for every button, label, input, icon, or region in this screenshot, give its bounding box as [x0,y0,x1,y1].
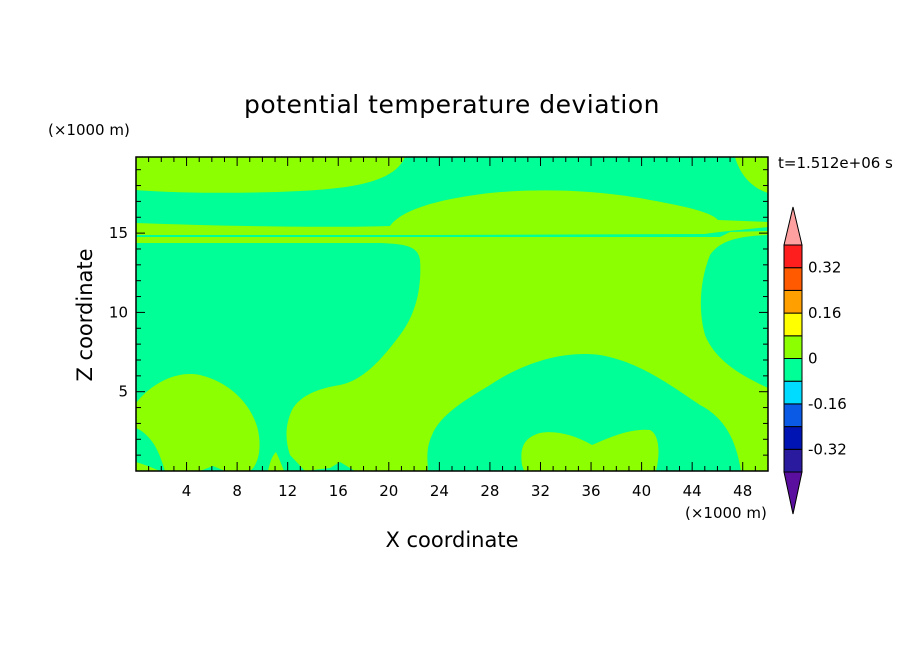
colorbar-label: 0 [808,350,818,368]
colorbar-under-arrow [783,471,803,515]
x-tick-label: 16 [329,482,348,500]
y-tick-label: 10 [109,303,128,321]
colorbar-segment [783,335,803,359]
field-region-positive [136,190,768,235]
field-region-positive [136,231,768,471]
colorbar-segment [783,267,803,291]
x-tick-label: 20 [379,482,398,500]
x-tick-label: 36 [581,482,600,500]
y-unit-label: (×1000 m) [48,121,130,139]
field-region-positive [136,374,260,471]
y-tick-label: 15 [109,224,128,242]
colorbar-segment [783,312,803,337]
field-region-positive [268,452,284,471]
colorbar-segment [783,358,803,382]
contour-field [136,157,768,471]
y-tick-label: 5 [118,383,128,401]
colorbar: -0.32 -0.16 0 0.16 0.32 [783,206,847,515]
x-axis-title: X coordinate [385,528,518,552]
field-region-positive [735,157,768,193]
x-tick-label: 44 [683,482,702,500]
field-region-positive [521,429,659,471]
x-tick-label: 4 [182,482,192,500]
colorbar-label: 0.16 [808,304,841,322]
colorbar-label: -0.32 [808,440,847,458]
x-tick-label: 40 [632,482,651,500]
colorbar-segment [783,426,803,450]
colorbar-segment [783,289,803,314]
colorbar-label: -0.16 [808,395,847,413]
x-unit-label: (×1000 m) [685,504,767,522]
x-tick-label: 32 [531,482,550,500]
colorbar-segment [783,448,803,473]
colorbar-segment [783,380,803,405]
colorbar-segment [783,403,803,428]
x-tick-label: 8 [232,482,242,500]
field-region-positive [136,462,160,471]
x-axis: 4 8 12 16 20 24 28 32 36 40 44 48 [148,157,756,500]
time-label: t=1.512e+06 s [778,154,893,172]
y-axis-title: Z coordinate [73,248,97,381]
colorbar-over-arrow [783,206,803,246]
chart-title: potential temperature deviation [244,90,660,119]
x-tick-label: 48 [733,482,752,500]
colorbar-label: 0.32 [808,259,841,277]
y-axis: 5 10 15 [109,169,768,456]
colorbar-segment [783,244,803,269]
x-tick-label: 24 [430,482,449,500]
x-tick-label: 28 [480,482,499,500]
x-tick-label: 12 [278,482,297,500]
